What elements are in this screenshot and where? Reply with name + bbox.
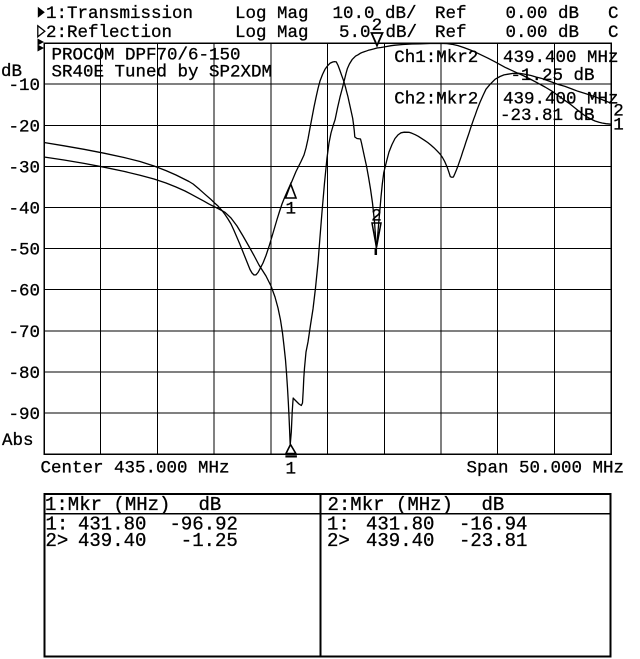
svg-text:2>: 2> xyxy=(327,530,350,552)
svg-text:2:Reflection: 2:Reflection xyxy=(46,23,172,43)
svg-text:-23.81: -23.81 xyxy=(459,530,527,552)
svg-text:1:: 1: xyxy=(327,514,350,536)
svg-text:-1.25 dB: -1.25 dB xyxy=(511,66,595,86)
svg-text:-16.94: -16.94 xyxy=(459,514,527,536)
svg-text:439.40: 439.40 xyxy=(366,530,434,552)
svg-text:2>: 2> xyxy=(46,530,69,552)
svg-text:2: 2 xyxy=(371,207,382,227)
svg-text:Center 435.000 MHz: Center 435.000 MHz xyxy=(41,459,230,479)
svg-text:Log Mag: Log Mag xyxy=(235,4,309,24)
svg-text:1:: 1: xyxy=(46,514,69,536)
svg-text:0.00 dB: 0.00 dB xyxy=(506,23,580,43)
svg-text:SR40E Tuned by SP2XDM: SR40E Tuned by SP2XDM xyxy=(52,63,273,83)
svg-text:dB: dB xyxy=(199,494,222,516)
svg-text:Span 50.000 MHz: Span 50.000 MHz xyxy=(467,459,625,479)
svg-text:-60: -60 xyxy=(8,282,40,302)
svg-text:0.00 dB: 0.00 dB xyxy=(506,4,580,24)
svg-text:-30: -30 xyxy=(8,158,40,178)
svg-text:1: 1 xyxy=(613,116,624,136)
svg-text:dB: dB xyxy=(482,494,505,516)
svg-text:-10: -10 xyxy=(8,76,40,96)
svg-text:439.40: 439.40 xyxy=(78,530,146,552)
svg-text:431.80: 431.80 xyxy=(78,514,146,536)
svg-text:5.0: 5.0 xyxy=(339,23,371,43)
svg-text:431.80: 431.80 xyxy=(366,514,434,536)
svg-text:-1.25: -1.25 xyxy=(181,530,238,552)
svg-text:1:Mkr (MHz): 1:Mkr (MHz) xyxy=(45,494,170,516)
svg-text:PROCOM DPF70/6-150: PROCOM DPF70/6-150 xyxy=(52,46,241,66)
svg-text:C: C xyxy=(608,23,619,43)
svg-text:Ref: Ref xyxy=(435,23,467,43)
svg-text:dB: dB xyxy=(1,62,22,82)
svg-text:-23.81 dB: -23.81 dB xyxy=(500,106,595,126)
svg-text:-90: -90 xyxy=(8,405,40,425)
svg-text:C: C xyxy=(608,4,619,24)
svg-text:-40: -40 xyxy=(8,200,40,220)
svg-text:Ref: Ref xyxy=(435,4,467,24)
svg-text:2: 2 xyxy=(372,16,383,36)
svg-text:Abs: Abs xyxy=(2,431,34,451)
svg-text:Ch1:Mkr2: Ch1:Mkr2 xyxy=(394,48,478,68)
svg-text:1:Transmission: 1:Transmission xyxy=(46,4,193,24)
svg-text:-96.92: -96.92 xyxy=(170,514,238,536)
svg-text:-70: -70 xyxy=(8,323,40,343)
svg-text:2:Mkr (MHz): 2:Mkr (MHz) xyxy=(328,494,453,516)
svg-text:10.0 dB/: 10.0 dB/ xyxy=(333,4,417,24)
svg-text:2: 2 xyxy=(613,102,624,122)
svg-text:-80: -80 xyxy=(8,364,40,384)
svg-text:dB/: dB/ xyxy=(386,23,418,43)
svg-text:-50: -50 xyxy=(8,241,40,261)
svg-text:Ch2:Mkr2: Ch2:Mkr2 xyxy=(394,90,478,110)
svg-text:1: 1 xyxy=(286,460,297,480)
svg-text:Log Mag: Log Mag xyxy=(235,23,309,43)
svg-text:439.400 MHz: 439.400 MHz xyxy=(503,48,619,68)
svg-text:-20: -20 xyxy=(8,117,40,137)
svg-text:1: 1 xyxy=(286,200,297,220)
